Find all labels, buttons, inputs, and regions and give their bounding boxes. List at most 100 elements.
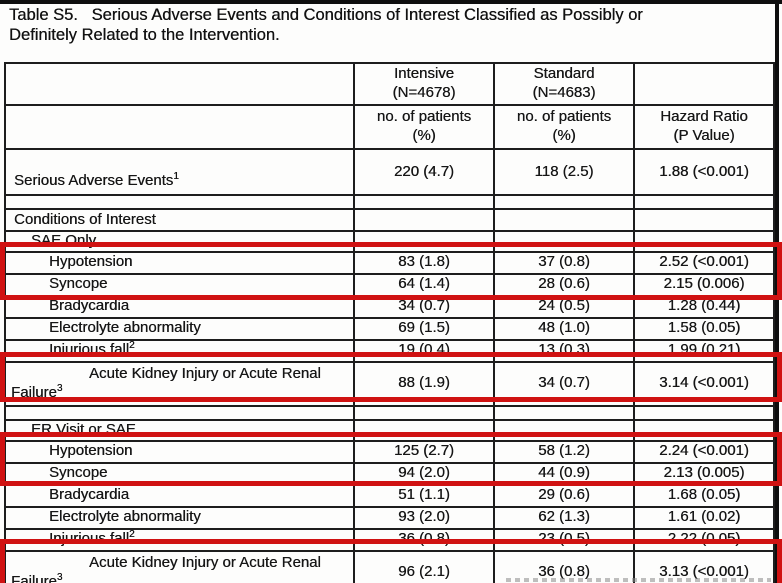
- cell-condition: Injurious fall2: [4, 527, 355, 552]
- cell-intensive: 88 (1.9): [353, 360, 495, 407]
- cell-standard: 37 (0.8): [493, 250, 635, 275]
- cell-hazard-ratio: [633, 208, 775, 232]
- table-row: Syncope 94 (2.0) 44 (0.9) 2.13 (0.005): [4, 461, 775, 486]
- cell-intensive: 36 (0.8): [353, 527, 495, 552]
- condition-label: Acute Kidney Injury or Acute Renal Failu…: [11, 553, 321, 583]
- cell-hazard-ratio: [633, 194, 775, 210]
- header-standard-units: no. of patients (%): [493, 104, 635, 150]
- footnote-marker: 3: [56, 382, 63, 394]
- cell-hazard-ratio: [633, 418, 775, 442]
- cell-standard: 13 (0.3): [493, 338, 635, 363]
- cell-condition: Syncope: [4, 461, 355, 486]
- cell-intensive: 220 (4.7): [353, 148, 495, 196]
- condition-label: Injurious fall: [49, 530, 130, 548]
- table-row-subsection: SAE Only: [4, 230, 775, 253]
- cell-hazard-ratio: 1.28 (0.44): [633, 294, 775, 319]
- cell-condition: Conditions of Interest: [4, 208, 355, 232]
- cell-standard: [493, 230, 635, 253]
- condition-label: Injurious fall: [49, 341, 130, 359]
- table-row: Acute Kidney Injury or Acute Renal Failu…: [4, 549, 775, 583]
- cell-standard: 23 (0.5): [493, 527, 635, 552]
- cell-condition: Bradycardia: [4, 294, 355, 319]
- cell-standard: 48 (1.0): [493, 316, 635, 341]
- cell-standard: 44 (0.9): [493, 461, 635, 486]
- cell-condition: Hypotension: [4, 250, 355, 275]
- cell-standard: [493, 404, 635, 421]
- table-row-subsection: ER Visit or SAE: [4, 418, 775, 442]
- cell-condition: Syncope: [4, 272, 355, 297]
- cell-intensive: 94 (2.0): [353, 461, 495, 486]
- cell-standard: 58 (1.2): [493, 439, 635, 464]
- table-row: Injurious fall2 19 (0.4) 13 (0.3) 1.99 (…: [4, 338, 775, 363]
- header-hr-empty: [633, 62, 775, 106]
- table-row: Electrolyte abnormality 69 (1.5) 48 (1.0…: [4, 316, 775, 341]
- table-row: Hypotension 125 (2.7) 58 (1.2) 2.24 (<0.…: [4, 439, 775, 464]
- header-condition-empty2: [4, 104, 355, 150]
- cell-standard: 118 (2.5): [493, 148, 635, 196]
- cell-intensive: 96 (2.1): [353, 549, 495, 583]
- cell-intensive: 64 (1.4): [353, 272, 495, 297]
- header-intensive: Intensive (N=4678): [353, 62, 495, 106]
- cell-hazard-ratio: 3.13 (<0.001): [633, 549, 775, 583]
- cell-standard: [493, 208, 635, 232]
- cell-hazard-ratio: 2.22 (0.05): [633, 527, 775, 552]
- header-row-groups: Intensive (N=4678) Standard (N=4683): [4, 62, 775, 106]
- scan-artifact-dashes: [506, 578, 771, 582]
- cell-standard: 34 (0.7): [493, 360, 635, 407]
- cell-condition: Acute Kidney Injury or Acute Renal Failu…: [4, 549, 355, 583]
- cell-standard: 28 (0.6): [493, 272, 635, 297]
- cell-intensive: 51 (1.1): [353, 483, 495, 508]
- cell-condition: Electrolyte abnormality: [4, 316, 355, 341]
- table-row-section: Conditions of Interest: [4, 208, 775, 232]
- footnote-marker: 2: [129, 340, 135, 352]
- cell-intensive: [353, 208, 495, 232]
- cell-standard: [493, 418, 635, 442]
- cell-hazard-ratio: 2.13 (0.005): [633, 461, 775, 486]
- adverse-events-table: Intensive (N=4678) Standard (N=4683) no.…: [4, 62, 775, 583]
- cell-hazard-ratio: 1.99 (0.21): [633, 338, 775, 363]
- cell-condition: [4, 404, 355, 421]
- header-condition-empty: [4, 62, 355, 106]
- cell-intensive: 34 (0.7): [353, 294, 495, 319]
- table-row-spacer: [4, 194, 775, 210]
- table-row: Serious Adverse Events1 220 (4.7) 118 (2…: [4, 148, 775, 196]
- condition-label: Acute Kidney Injury or Acute Renal Failu…: [11, 365, 321, 401]
- cell-intensive: 125 (2.7): [353, 439, 495, 464]
- table-row: Injurious fall2 36 (0.8) 23 (0.5) 2.22 (…: [4, 527, 775, 552]
- cell-standard: 36 (0.8): [493, 549, 635, 583]
- cell-standard: [493, 194, 635, 210]
- cell-intensive: 93 (2.0): [353, 505, 495, 530]
- table-title: Table S5. Serious Adverse Events and Con…: [9, 6, 643, 45]
- cell-condition: ER Visit or SAE: [4, 418, 355, 442]
- header-hazard-ratio: Hazard Ratio (P Value): [633, 104, 775, 150]
- cell-condition: Acute Kidney Injury or Acute Renal Failu…: [4, 360, 355, 407]
- cell-intensive: 69 (1.5): [353, 316, 495, 341]
- cell-standard: 62 (1.3): [493, 505, 635, 530]
- table-row: Bradycardia 51 (1.1) 29 (0.6) 1.68 (0.05…: [4, 483, 775, 508]
- table-row-spacer: [4, 404, 775, 421]
- cell-intensive: 83 (1.8): [353, 250, 495, 275]
- cell-intensive: 19 (0.4): [353, 338, 495, 363]
- cell-hazard-ratio: 1.58 (0.05): [633, 316, 775, 341]
- page-edge-top-line: [0, 0, 782, 4]
- cell-condition: Bradycardia: [4, 483, 355, 508]
- cell-hazard-ratio: 1.61 (0.02): [633, 505, 775, 530]
- cell-standard: 24 (0.5): [493, 294, 635, 319]
- cell-hazard-ratio: 2.52 (<0.001): [633, 250, 775, 275]
- cell-hazard-ratio: 1.88 (<0.001): [633, 148, 775, 196]
- table-row: Syncope 64 (1.4) 28 (0.6) 2.15 (0.006): [4, 272, 775, 297]
- cell-hazard-ratio: 3.14 (<0.001): [633, 360, 775, 407]
- header-intensive-units: no. of patients (%): [353, 104, 495, 150]
- cell-hazard-ratio: 2.15 (0.006): [633, 272, 775, 297]
- cell-intensive: [353, 404, 495, 421]
- cell-hazard-ratio: 1.68 (0.05): [633, 483, 775, 508]
- cell-intensive: [353, 230, 495, 253]
- cell-condition: Serious Adverse Events1: [4, 148, 355, 196]
- condition-label: Serious Adverse Events: [14, 172, 174, 190]
- table-row: Bradycardia 34 (0.7) 24 (0.5) 1.28 (0.44…: [4, 294, 775, 319]
- cell-condition: Injurious fall2: [4, 338, 355, 363]
- table-row: Acute Kidney Injury or Acute Renal Failu…: [4, 360, 775, 407]
- cell-condition: Electrolyte abnormality: [4, 505, 355, 530]
- header-standard: Standard (N=4683): [493, 62, 635, 106]
